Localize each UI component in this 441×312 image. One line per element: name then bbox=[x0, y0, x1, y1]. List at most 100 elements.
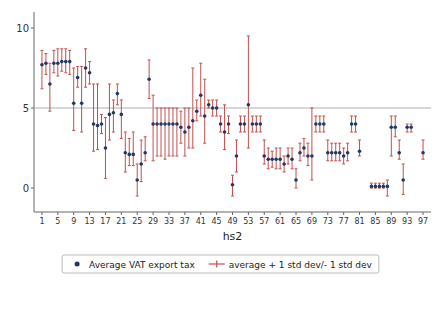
point bbox=[88, 71, 92, 75]
legend-box bbox=[62, 255, 379, 273]
x-tick bbox=[375, 212, 376, 215]
error-bar bbox=[96, 84, 99, 150]
error-bar bbox=[386, 180, 389, 196]
point bbox=[282, 162, 286, 166]
x-axis-label: hs2 bbox=[223, 230, 243, 243]
legend-item: Average VAT export tax bbox=[75, 260, 196, 270]
error-bar bbox=[255, 116, 258, 132]
error-bar bbox=[287, 148, 290, 164]
x-tick bbox=[105, 212, 106, 215]
point bbox=[203, 114, 207, 118]
error-bar bbox=[354, 116, 357, 132]
point bbox=[112, 111, 116, 115]
point bbox=[56, 61, 60, 65]
y-tick-label: 5 bbox=[23, 103, 29, 114]
x-tick bbox=[311, 212, 312, 215]
error-bar bbox=[302, 138, 305, 156]
plot-area bbox=[34, 36, 431, 196]
x-tick-label: 65 bbox=[291, 217, 301, 226]
point bbox=[48, 82, 52, 86]
point bbox=[294, 178, 298, 182]
error-bar bbox=[108, 84, 111, 140]
x-tick-label: 93 bbox=[402, 217, 412, 226]
error-bar bbox=[374, 183, 377, 188]
point bbox=[40, 63, 44, 67]
error-bar bbox=[259, 116, 262, 132]
point bbox=[378, 185, 382, 189]
x-tick-label: 1 bbox=[39, 217, 44, 226]
point bbox=[159, 122, 163, 126]
point bbox=[397, 151, 401, 155]
point bbox=[310, 154, 314, 158]
point bbox=[390, 125, 394, 129]
error-bar bbox=[124, 132, 127, 172]
error-bar bbox=[148, 60, 151, 98]
point bbox=[318, 122, 322, 126]
x-tick bbox=[89, 212, 90, 215]
point bbox=[104, 146, 108, 150]
point bbox=[393, 125, 397, 129]
x-tick bbox=[327, 212, 328, 215]
error-bar bbox=[72, 68, 75, 130]
x-tick-label: 57 bbox=[259, 217, 269, 226]
error-bar bbox=[251, 116, 254, 132]
x-tick bbox=[296, 212, 297, 215]
point bbox=[195, 109, 199, 113]
y-tick-label: 0 bbox=[23, 183, 29, 194]
error-bar bbox=[402, 164, 405, 194]
x-tick-label: 45 bbox=[212, 217, 222, 226]
point bbox=[219, 122, 223, 126]
legend-item: average + 1 std dev/- 1 std dev bbox=[209, 260, 373, 270]
x-tick bbox=[137, 212, 138, 215]
x-tick-label: 13 bbox=[84, 217, 94, 226]
error-bar bbox=[382, 183, 385, 188]
error-bar bbox=[406, 124, 409, 132]
error-bar bbox=[64, 49, 67, 73]
error-bar bbox=[338, 143, 341, 161]
error-bar bbox=[120, 100, 123, 138]
point bbox=[60, 60, 64, 64]
point bbox=[326, 151, 330, 155]
error-bar bbox=[80, 66, 83, 132]
x-tick bbox=[168, 212, 169, 215]
point bbox=[96, 124, 100, 128]
point bbox=[306, 154, 310, 158]
error-bar bbox=[48, 63, 51, 111]
error-bar bbox=[195, 100, 198, 121]
legend-symbol bbox=[216, 261, 217, 268]
x-tick bbox=[264, 212, 265, 215]
point bbox=[278, 157, 282, 161]
error-bar bbox=[283, 156, 286, 172]
error-bar bbox=[167, 108, 170, 156]
x-tick bbox=[57, 212, 58, 215]
error-bar bbox=[223, 105, 226, 150]
error-bar bbox=[279, 148, 282, 169]
error-bar bbox=[116, 84, 119, 105]
error-bar bbox=[104, 118, 107, 179]
error-bar bbox=[175, 108, 178, 156]
point bbox=[211, 106, 215, 110]
y-tick bbox=[31, 108, 34, 109]
x-tick-label: 17 bbox=[100, 217, 110, 226]
point bbox=[346, 151, 350, 155]
x-tick bbox=[121, 212, 122, 215]
error-bar bbox=[191, 68, 194, 148]
error-bar bbox=[60, 49, 63, 71]
point bbox=[386, 185, 390, 189]
point bbox=[127, 153, 131, 157]
point bbox=[100, 122, 104, 126]
error-bar bbox=[199, 63, 202, 116]
x-tick-label: 85 bbox=[370, 217, 380, 226]
point bbox=[163, 122, 167, 126]
error-bar bbox=[271, 151, 274, 167]
error-bar bbox=[183, 108, 186, 156]
x-tick-label: 89 bbox=[386, 217, 396, 226]
error-bar bbox=[358, 140, 361, 156]
error-bar bbox=[92, 84, 95, 151]
error-bar bbox=[40, 50, 43, 88]
error-bar bbox=[203, 79, 206, 143]
x-tick-label: 97 bbox=[418, 217, 428, 226]
point bbox=[235, 154, 239, 158]
legend-label: average + 1 std dev/- 1 std dev bbox=[229, 260, 373, 270]
point bbox=[382, 185, 386, 189]
